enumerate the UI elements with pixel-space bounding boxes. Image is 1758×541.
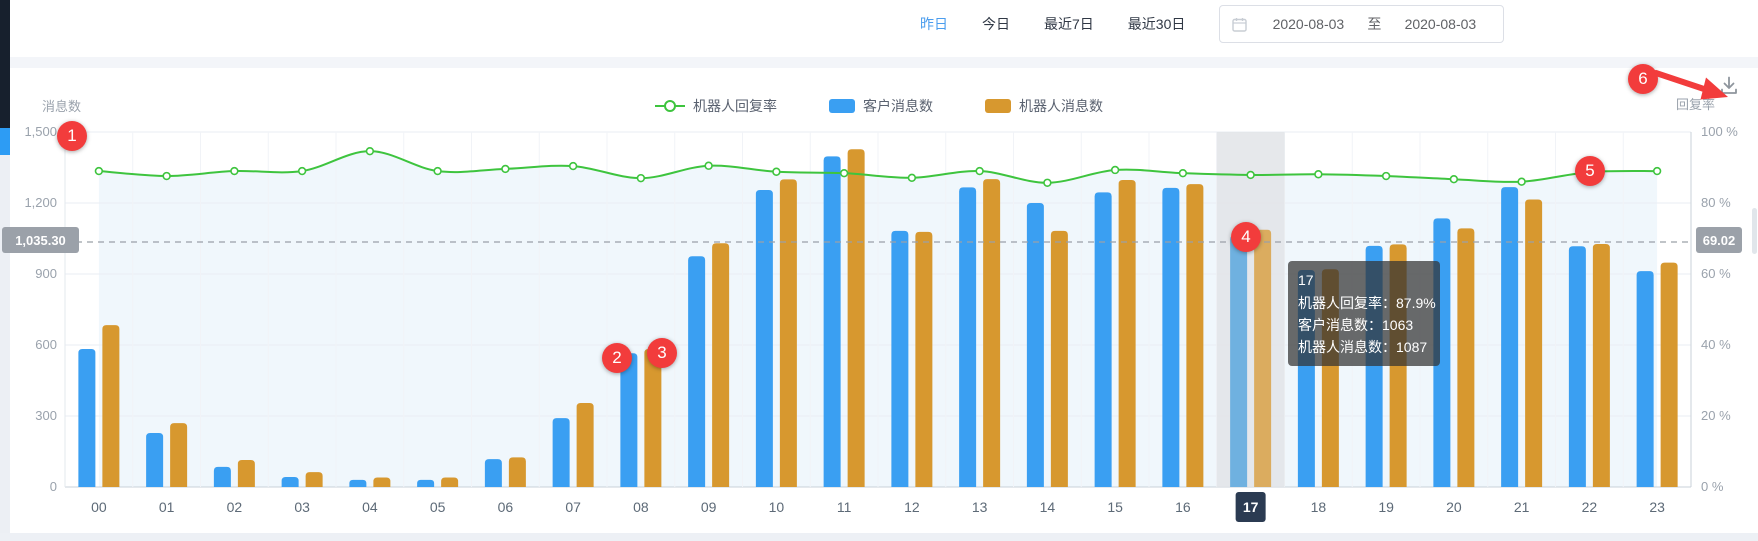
svg-text:07: 07 <box>565 499 581 515</box>
svg-text:02: 02 <box>227 499 243 515</box>
date-range-picker[interactable]: 2020-08-03 至 2020-08-03 <box>1219 5 1505 43</box>
svg-text:04: 04 <box>362 499 378 515</box>
svg-text:08: 08 <box>633 499 649 515</box>
svg-text:10: 10 <box>769 499 785 515</box>
svg-text:80 %: 80 % <box>1701 195 1731 210</box>
right-axis-title: 回复率 <box>1676 97 1716 112</box>
svg-text:100 %: 100 % <box>1701 124 1738 139</box>
svg-text:00: 00 <box>91 499 107 515</box>
svg-text:14: 14 <box>1040 499 1056 515</box>
svg-text:0 %: 0 % <box>1701 479 1724 494</box>
svg-text:05: 05 <box>430 499 446 515</box>
svg-text:21: 21 <box>1514 499 1530 515</box>
sidebar-active-indicator <box>0 128 10 155</box>
svg-text:16: 16 <box>1175 499 1191 515</box>
tab-yesterday[interactable]: 昨日 <box>920 16 948 32</box>
svg-text:09: 09 <box>701 499 717 515</box>
sidebar-sliver <box>0 0 10 155</box>
end-date-input[interactable]: 2020-08-03 <box>1404 16 1477 32</box>
svg-text:18: 18 <box>1311 499 1327 515</box>
svg-text:60 %: 60 % <box>1701 266 1731 281</box>
average-left-badge: 1,035.30 <box>2 227 79 253</box>
svg-text:01: 01 <box>159 499 175 515</box>
svg-text:23: 23 <box>1649 499 1665 515</box>
svg-text:0: 0 <box>50 479 57 494</box>
page-background-left <box>0 155 10 541</box>
date-range-separator: 至 <box>1367 16 1382 32</box>
svg-text:17: 17 <box>1243 499 1259 515</box>
svg-text:13: 13 <box>972 499 988 515</box>
card-divider <box>10 57 1758 68</box>
svg-text:06: 06 <box>498 499 514 515</box>
svg-text:600: 600 <box>35 337 57 352</box>
svg-text:19: 19 <box>1378 499 1394 515</box>
average-right-badge: 69.02 <box>1696 227 1742 253</box>
svg-text:1,200: 1,200 <box>24 195 57 210</box>
svg-text:22: 22 <box>1582 499 1598 515</box>
svg-text:20 %: 20 % <box>1701 408 1731 423</box>
svg-text:300: 300 <box>35 408 57 423</box>
svg-text:1,500: 1,500 <box>24 124 57 139</box>
tab-today[interactable]: 今日 <box>982 16 1010 32</box>
tab-last7days[interactable]: 最近7日 <box>1044 16 1094 32</box>
svg-text:900: 900 <box>35 266 57 281</box>
svg-text:15: 15 <box>1107 499 1123 515</box>
svg-text:12: 12 <box>904 499 920 515</box>
page-background-bottom <box>0 533 1758 541</box>
svg-text:20: 20 <box>1446 499 1462 515</box>
tab-last30days[interactable]: 最近30日 <box>1127 16 1186 32</box>
start-date-input[interactable]: 2020-08-03 <box>1272 16 1345 32</box>
svg-text:40 %: 40 % <box>1701 337 1731 352</box>
left-axis-title: 消息数 <box>42 99 82 114</box>
date-range-toolbar: 昨日 今日 最近7日 最近30日 2020-08-03 至 2020-08-03 <box>920 0 1505 48</box>
svg-text:11: 11 <box>837 499 852 515</box>
scrollbar-thumb[interactable] <box>1752 208 1757 254</box>
calendar-icon <box>1232 17 1248 32</box>
svg-text:03: 03 <box>294 499 310 515</box>
